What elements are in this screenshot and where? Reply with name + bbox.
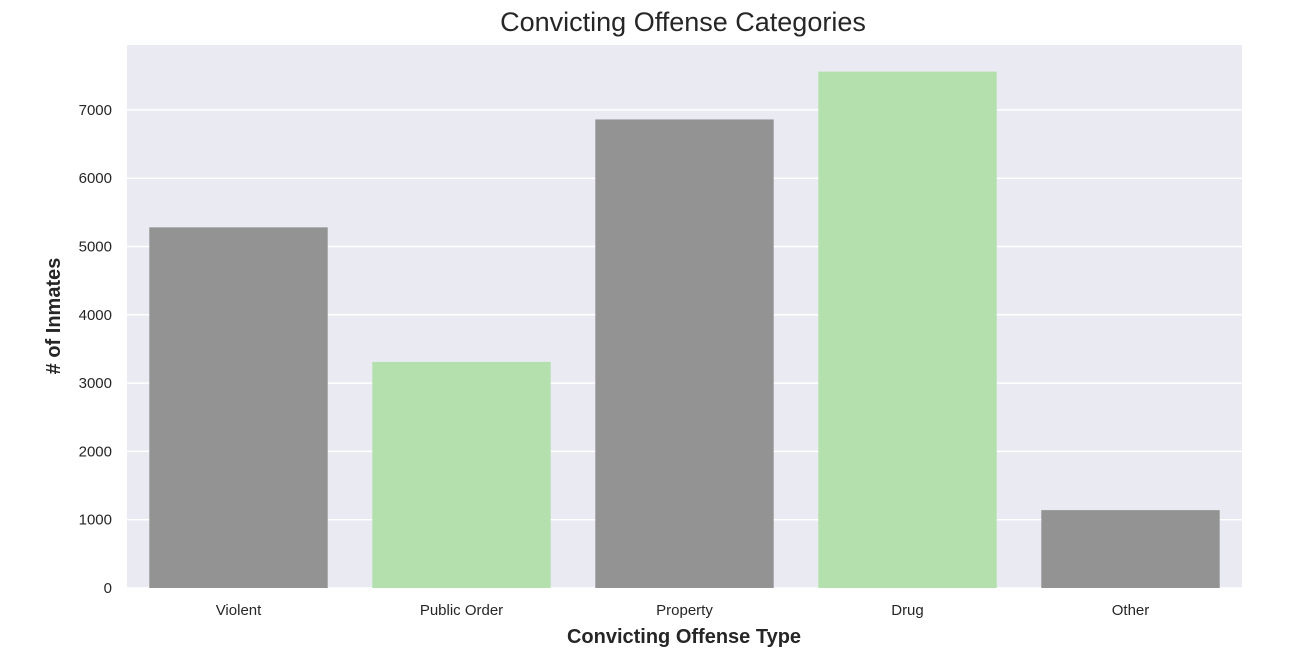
- y-tick-label: 0: [104, 580, 112, 597]
- x-tick-label: Other: [1112, 602, 1150, 619]
- y-tick-labels: 0 1000 2000 3000 4000 5000 6000 7000: [79, 102, 112, 597]
- bar-violent: [149, 227, 328, 589]
- x-tick-label: Violent: [216, 602, 262, 619]
- x-axis-label: Convicting Offense Type: [567, 626, 801, 648]
- y-axis-label: # of Inmates: [43, 258, 65, 375]
- bar-other: [1041, 510, 1220, 588]
- y-tick-label: 3000: [79, 375, 112, 392]
- bar-property: [595, 119, 774, 588]
- y-tick-label: 5000: [79, 238, 112, 255]
- x-tick-label: Property: [656, 602, 713, 619]
- bars: [149, 71, 1220, 589]
- y-tick-label: 2000: [79, 443, 112, 460]
- x-tick-labels: Violent Public Order Property Drug Other: [216, 602, 1150, 619]
- x-tick-label: Drug: [891, 602, 924, 619]
- y-tick-label: 4000: [79, 307, 112, 324]
- y-tick-label: 1000: [79, 512, 112, 529]
- bar-drug: [818, 71, 997, 588]
- y-tick-label: 6000: [79, 170, 112, 187]
- bar-public-order: [372, 361, 551, 588]
- y-tick-label: 7000: [79, 102, 112, 119]
- chart-title: Convicting Offense Categories: [500, 7, 866, 37]
- x-tick-label: Public Order: [420, 602, 503, 619]
